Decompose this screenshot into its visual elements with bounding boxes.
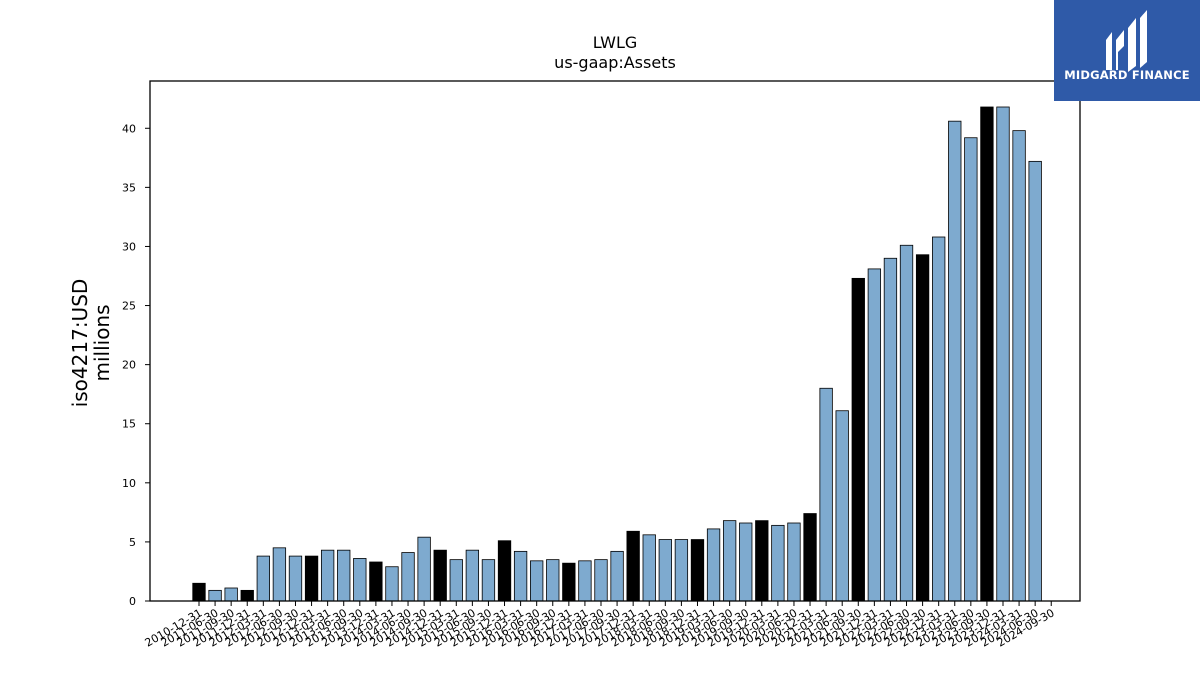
bar-2013-09-30	[353, 558, 367, 602]
bar-2012-12-31	[304, 555, 319, 602]
bar-2018-06-30	[658, 539, 672, 602]
bar-2016-09-30	[546, 559, 560, 602]
bar-2022-03-31	[883, 257, 898, 602]
bar-2023-09-30	[980, 106, 994, 602]
bar-2015-06-30	[465, 549, 480, 602]
bar-2021-12-31	[867, 268, 882, 602]
bar-2019-06-30	[722, 520, 737, 602]
y-axis: 0 5 10 15 20 25 30 35 40	[122, 122, 150, 608]
bar-2022-06-30	[899, 244, 914, 602]
bar-2024-03-31	[1012, 130, 1026, 602]
bar-2021-09-30	[851, 277, 865, 602]
bar-2011-12-31	[240, 589, 254, 602]
bar-2018-03-31	[642, 534, 656, 602]
plot-frame	[149, 80, 1081, 602]
bar-2012-06-30	[272, 547, 287, 602]
y-tick-label-10: 10	[122, 477, 136, 490]
bar-2016-03-31	[513, 550, 528, 602]
x-axis: 2010-12-312011-06-302011-09-302011-12-31…	[143, 601, 1057, 650]
bar-2019-03-31	[706, 528, 721, 602]
bar-2023-06-30	[964, 137, 978, 602]
y-tick-label-40: 40	[122, 122, 136, 135]
bar-2022-09-30	[915, 254, 930, 602]
bar-2013-03-31	[320, 549, 335, 602]
y-tick-label-0: 0	[129, 595, 136, 608]
bar-2013-06-30	[337, 549, 351, 602]
bar-2015-12-31	[497, 540, 512, 602]
bar-2020-06-30	[787, 522, 801, 602]
bar-2011-06-30	[208, 589, 222, 602]
bar-2014-12-31	[433, 549, 447, 602]
bar-2018-12-31	[690, 539, 705, 602]
chart-title: LWLG	[593, 33, 638, 52]
bar-2013-12-31	[369, 561, 383, 602]
y-tick-label-20: 20	[122, 359, 136, 372]
bar-2014-06-30	[401, 552, 415, 602]
y-tick-label-35: 35	[122, 181, 136, 194]
brand-logo: MIDGARD FINANCE	[1054, 0, 1200, 101]
bar-2014-03-31	[385, 566, 399, 602]
bar-2023-12-31	[996, 106, 1010, 602]
y-tick-label-25: 25	[122, 300, 136, 313]
bars-group	[192, 106, 1042, 602]
bar-2016-06-30	[530, 560, 544, 602]
bar-2022-12-31	[932, 236, 946, 602]
bar-2012-03-31	[256, 555, 270, 602]
bar-2011-09-30	[224, 587, 238, 602]
y-tick-label-5: 5	[129, 536, 136, 549]
bar-2017-03-31	[578, 560, 592, 602]
bar-2018-09-30	[674, 539, 689, 602]
bar-2024-06-30	[1028, 160, 1042, 602]
bar-2014-09-30	[417, 536, 431, 602]
bar-2020-03-31	[771, 524, 785, 602]
bar-2023-03-31	[948, 120, 962, 602]
y-axis-label-units: millions	[90, 304, 114, 381]
bar-2012-09-30	[288, 555, 303, 602]
brand-logo-text: MIDGARD FINANCE	[1064, 68, 1190, 82]
y-tick-label-30: 30	[122, 240, 136, 253]
bar-2021-03-31	[819, 387, 833, 602]
bar-2017-12-31	[626, 530, 640, 602]
bar-2015-09-30	[481, 559, 496, 602]
y-axis-label: iso4217:USD	[68, 279, 92, 408]
bar-2020-12-31	[803, 513, 817, 602]
bar-2019-09-30	[739, 522, 753, 602]
bar-2010-12-31	[192, 582, 206, 602]
bar-2021-06-30	[835, 410, 849, 602]
bar-2019-12-31	[755, 520, 769, 602]
midgard-logo-icon	[1106, 10, 1147, 72]
bar-2017-09-30	[610, 550, 624, 602]
bar-2016-12-31	[562, 562, 576, 602]
bar-2017-06-30	[594, 559, 608, 602]
chart-subtitle: us-gaap:Assets	[554, 53, 676, 72]
bar-2015-03-31	[449, 559, 463, 602]
y-tick-label-15: 15	[122, 418, 136, 431]
